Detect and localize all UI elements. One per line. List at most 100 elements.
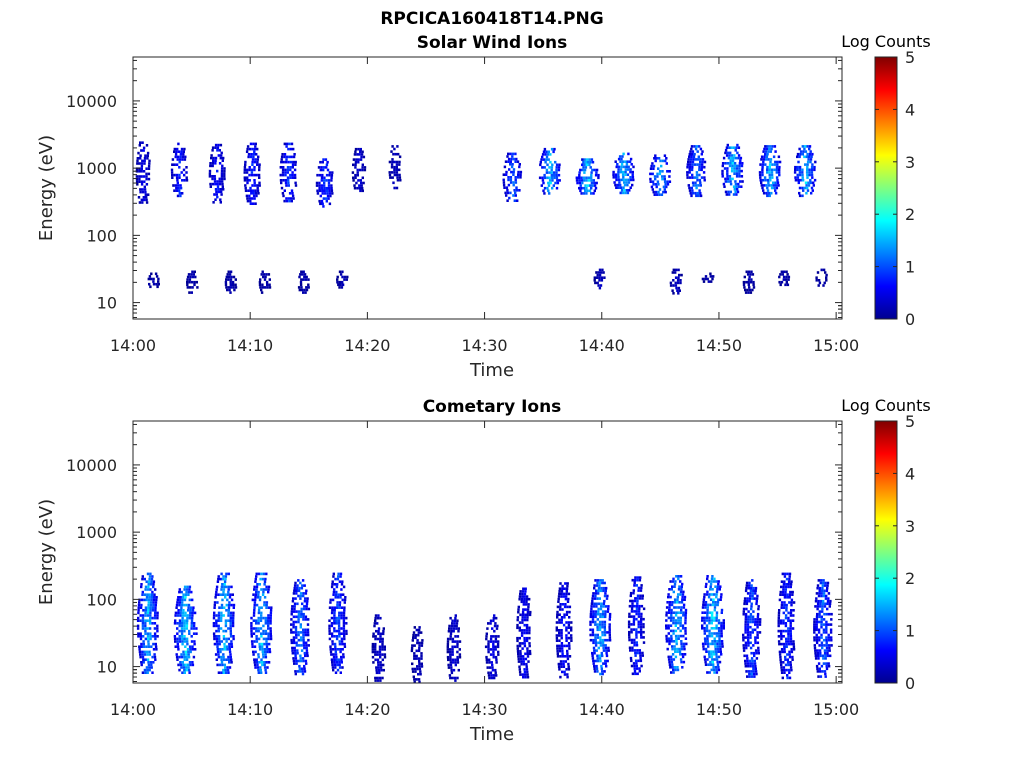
spectrogram-cell <box>616 163 619 166</box>
spectrogram-cell <box>745 584 748 587</box>
spectrogram-cell <box>743 275 746 279</box>
spectrogram-cell <box>681 582 684 586</box>
spectrogram-cell <box>284 173 287 177</box>
spectrogram-cell <box>417 657 421 660</box>
spectrogram-cell <box>215 637 218 641</box>
spectrogram-cell <box>216 182 219 186</box>
x-tick-label: 14:20 <box>344 336 390 355</box>
spectrogram-cell <box>590 186 593 190</box>
spectrogram-cell <box>565 613 569 616</box>
spectrogram-cell <box>302 594 305 598</box>
spectrogram-cell <box>670 660 674 664</box>
spectrogram-cell <box>692 184 695 187</box>
spectrogram-cell <box>185 668 188 672</box>
spectrogram-cell <box>592 605 596 608</box>
spectrogram-cell <box>550 176 554 180</box>
spectrogram-cell <box>135 180 139 183</box>
spectrogram-cell <box>341 666 344 669</box>
spectrogram-cell <box>617 178 621 182</box>
spectrogram-cell <box>375 629 378 633</box>
spectrogram-cell <box>723 185 726 188</box>
spectrogram-cell <box>410 649 414 653</box>
spectrogram-cell <box>813 638 816 642</box>
spectrogram-cell <box>285 199 289 203</box>
spectrogram-cell <box>604 662 607 665</box>
spectrogram-cell <box>184 645 187 648</box>
spectrogram-cell <box>149 609 152 612</box>
spectrogram-cell <box>212 159 215 162</box>
spectrogram-cell <box>654 183 658 186</box>
spectrogram-cell <box>703 621 706 625</box>
spectrogram-cell <box>670 603 674 607</box>
spectrogram-cell <box>630 623 633 626</box>
spectrogram-cell <box>670 658 673 661</box>
spectrogram-cell <box>294 672 297 676</box>
spectrogram-cell <box>607 649 610 652</box>
spectrogram-cell <box>665 162 668 165</box>
spectrogram-cell <box>174 640 177 643</box>
spectrogram-cell <box>785 275 788 279</box>
spectrogram-cell <box>269 637 273 641</box>
spectrogram-cell <box>720 653 723 656</box>
spectrogram-cell <box>178 635 181 638</box>
spectrogram-cell <box>265 585 268 589</box>
spectrogram-cell <box>666 601 669 604</box>
spectrogram-cell <box>144 190 147 194</box>
spectrogram-cell <box>735 172 739 175</box>
spectrogram-cell <box>315 184 319 187</box>
spectrogram-cell <box>253 585 256 589</box>
spectrogram-cell <box>293 586 296 590</box>
spectrogram-cell <box>488 658 491 662</box>
spectrogram-cell <box>257 572 261 576</box>
spectrogram-cell <box>520 600 523 604</box>
spectrogram-cell <box>374 650 377 654</box>
spectrogram-cell <box>300 644 303 647</box>
spectrogram-cell <box>253 173 256 177</box>
spectrogram-cell <box>148 575 152 578</box>
spectrogram-cell <box>825 612 828 616</box>
spectrogram-cell <box>188 614 192 617</box>
spectrogram-cell <box>764 145 767 148</box>
spectrogram-cell <box>328 192 332 195</box>
spectrogram-cell <box>558 613 561 616</box>
spectrogram-cell <box>183 668 186 672</box>
spectrogram-cell <box>264 671 268 674</box>
spectrogram-cell <box>758 171 762 174</box>
spectrogram-cell <box>558 644 561 648</box>
spectrogram-cell <box>220 175 224 178</box>
spectrogram-cell <box>670 614 673 617</box>
spectrogram-cell <box>698 189 701 192</box>
spectrogram-cell <box>266 666 269 669</box>
spectrogram-cell <box>186 585 189 589</box>
spectrogram-cell <box>328 173 331 177</box>
spectrogram-cell <box>525 631 529 635</box>
spectrogram-cell <box>830 612 833 616</box>
spectrogram-cell <box>641 654 644 657</box>
spectrogram-cell <box>820 633 823 637</box>
spectrogram-cell <box>252 192 255 195</box>
spectrogram-cell <box>398 173 401 177</box>
spectrogram-cell <box>813 636 816 639</box>
spectrogram-cell <box>326 194 330 198</box>
spectrogram-cell <box>804 145 807 148</box>
spectrogram-cell <box>454 614 457 617</box>
spectrogram-cell <box>140 598 144 602</box>
spectrogram-cell <box>823 612 826 616</box>
spectrogram-cell <box>346 275 349 279</box>
spectrogram-cell <box>264 653 267 656</box>
spectrogram-cell <box>656 172 659 176</box>
spectrogram-cell <box>301 288 304 292</box>
spectrogram-cell <box>617 170 620 174</box>
spectrogram-cell <box>785 640 788 643</box>
spectrogram-cell <box>661 175 664 178</box>
spectrogram-cell <box>269 627 272 630</box>
spectrogram-cell <box>635 633 638 637</box>
spectrogram-cell <box>557 665 561 668</box>
spectrogram-cell <box>673 582 677 586</box>
spectrogram-cell <box>145 196 148 199</box>
spectrogram-cell <box>524 590 527 593</box>
spectrogram-cell <box>255 637 258 641</box>
spectrogram-cell <box>804 150 808 153</box>
spectrogram-cell <box>526 616 529 619</box>
spectrogram-cell <box>141 159 144 163</box>
